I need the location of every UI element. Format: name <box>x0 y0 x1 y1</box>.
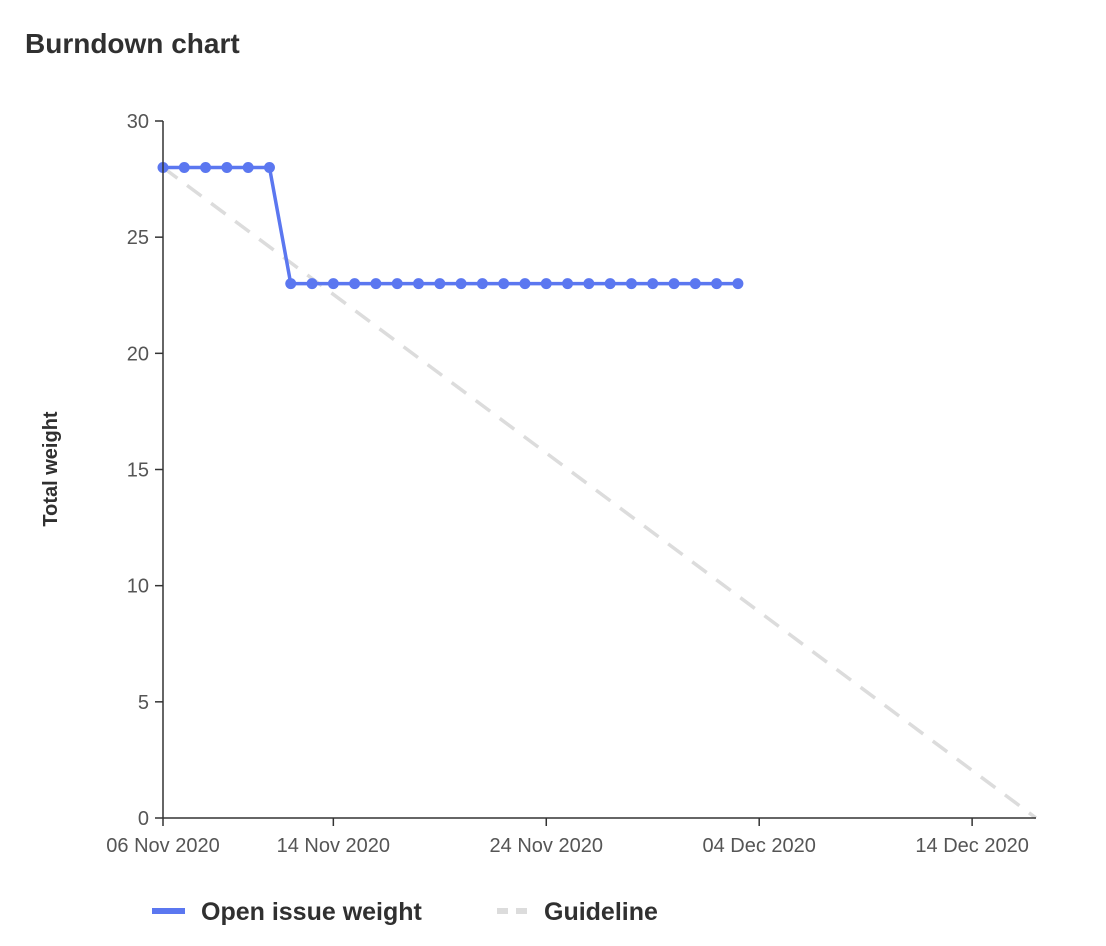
data-point <box>498 278 510 290</box>
data-point <box>647 278 659 290</box>
legend: Open issue weight Guideline <box>152 898 658 926</box>
data-point <box>221 161 233 173</box>
data-point <box>455 278 467 290</box>
open-issue-weight-line <box>161 165 740 286</box>
data-point <box>434 278 446 290</box>
data-point <box>200 161 212 173</box>
data-point <box>285 278 297 290</box>
x-tick-label: 14 Dec 2020 <box>915 835 1028 857</box>
data-point <box>604 278 616 290</box>
data-point <box>370 278 382 290</box>
legend-label-guideline: Guideline <box>544 898 658 926</box>
legend-item-open-issue-weight[interactable]: Open issue weight <box>152 898 423 926</box>
data-point <box>668 278 680 290</box>
guideline-series <box>161 166 1038 820</box>
data-point <box>583 278 595 290</box>
data-point <box>689 278 701 290</box>
data-point <box>625 278 637 290</box>
data-point <box>732 278 744 290</box>
data-point <box>413 278 425 290</box>
y-tick-label: 25 <box>127 227 149 249</box>
data-point <box>476 278 488 290</box>
data-point <box>349 278 361 290</box>
x-tick-label: 04 Dec 2020 <box>702 835 815 857</box>
data-point <box>519 278 531 290</box>
data-point <box>263 161 275 173</box>
x-tick-label: 06 Nov 2020 <box>106 835 219 857</box>
data-point <box>540 278 552 290</box>
y-tick-label: 15 <box>127 460 149 482</box>
y-tick-label: 10 <box>127 576 149 598</box>
open-issue-weight-series <box>157 161 744 290</box>
y-tick-label: 5 <box>138 692 149 714</box>
y-tick-label: 30 <box>127 111 149 133</box>
y-axis-label: Total weight <box>40 411 62 527</box>
y-tick-label: 0 <box>138 808 149 830</box>
y-axis-ticks: 0 5 10 15 20 25 30 <box>127 111 163 830</box>
data-point <box>178 161 190 173</box>
data-point <box>711 278 723 290</box>
data-point <box>306 278 318 290</box>
x-tick-label: 14 Nov 2020 <box>277 835 390 857</box>
data-point <box>562 278 574 290</box>
x-tick-label: 24 Nov 2020 <box>490 835 603 857</box>
data-point <box>391 278 403 290</box>
data-point <box>327 278 339 290</box>
x-axis-ticks: 06 Nov 2020 14 Nov 2020 24 Nov 2020 04 Dec … <box>106 818 1029 857</box>
page-title: Burndown chart <box>25 28 240 59</box>
legend-label-open-issue-weight: Open issue weight <box>201 898 423 926</box>
legend-item-guideline[interactable]: Guideline <box>497 898 658 926</box>
guideline-line <box>161 166 1038 820</box>
data-point <box>242 161 254 173</box>
y-tick-label: 20 <box>127 343 149 365</box>
